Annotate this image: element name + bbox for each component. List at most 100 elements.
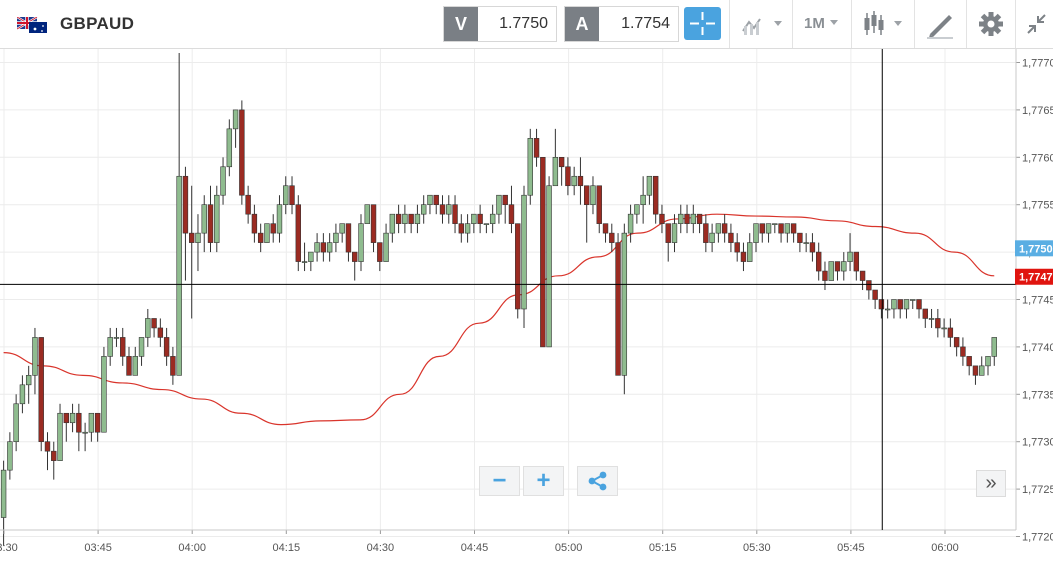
crosshair-toggle-button[interactable] [684,7,721,40]
x-tick-label: 05:00 [555,542,583,554]
bull-candle [101,346,107,433]
zoom-out-button[interactable]: − [479,466,520,496]
x-tick-label: 04:45 [461,542,489,554]
candle-body [25,375,32,386]
candle-body [809,242,816,253]
ask-quote-box[interactable]: A 1.7754 [564,6,679,42]
bear-candle [377,242,383,272]
candle-body [947,327,954,338]
bull-candle [634,204,640,224]
bull-candle [985,356,991,376]
bid-letter: V [444,7,478,41]
candle-body [132,356,138,376]
candle-body [734,242,740,253]
candle-body [257,232,264,243]
bear-candle [151,318,157,338]
candle-body [815,251,822,272]
settings-button[interactable] [967,0,1015,48]
candle-body [63,412,70,424]
y-tick-label: 1,7720 [1022,532,1053,544]
x-tick-label: 03:45 [84,542,112,554]
bear-candle [44,432,51,471]
chart-grid [0,49,1016,537]
candle-body [433,194,439,206]
candle-body [922,308,928,319]
share-button[interactable] [577,466,618,496]
candle-body [916,299,922,310]
collapse-button[interactable] [1016,0,1053,48]
cursor-price-tag-label: 1,7747 [1019,272,1053,284]
bull-candle [464,214,471,243]
candle-body [138,337,145,357]
bull-candle [571,166,577,196]
zoom-in-button[interactable]: + [523,466,564,496]
candle-body [452,204,458,224]
indicators-button[interactable] [730,0,792,48]
bid-value: 1.7750 [499,15,548,32]
bear-candle [790,223,797,243]
bear-candle [684,204,690,234]
y-tick-label: 1,7765 [1022,105,1053,117]
bull-candle [220,157,226,205]
price-chart[interactable]: 1,7720 1,7725 1,7730 1,7735 1,7740 1,7745 1,77… [0,49,1053,561]
candle-body [383,232,389,262]
candle-body [395,213,402,224]
scroll-to-latest-button[interactable]: » [976,470,1006,497]
candle-body [339,223,345,234]
x-tick-label: 06:00 [931,542,959,554]
candle-body [176,175,182,376]
bid-quote-box[interactable]: V 1.7750 [443,6,557,42]
candle-body [57,412,63,461]
drawing-tools-button[interactable] [915,0,966,48]
candle-body [82,431,88,434]
bull-candle [176,53,182,376]
bull-candle [301,242,308,272]
timeframe-dropdown[interactable] [793,0,851,48]
candle-body [195,232,201,243]
bear-candle [251,204,258,243]
candle-body [170,356,176,376]
candle-body [113,337,120,339]
bear-candle [189,185,195,319]
candle-body [220,166,226,196]
toolbar-separator [729,0,730,48]
candle-body [966,356,972,367]
bear-candle [540,157,546,348]
bull-candle [358,214,364,272]
candle-body [276,204,283,234]
bear-candle [320,233,327,262]
candle-body [602,223,609,234]
candle-body [627,213,634,234]
bull-candle [646,175,653,205]
candle-body [44,441,51,452]
chart-type-button[interactable] [852,0,914,48]
candle-body [935,318,941,329]
bull-candle [414,204,421,234]
candle-body [477,213,483,224]
candle-body [640,194,646,206]
bull-candle [82,422,88,452]
bull-candle [420,195,427,224]
bull-candle [107,327,113,366]
candle-body [251,213,258,234]
candle-body [163,337,170,357]
candle-body [646,175,653,196]
candle-body [314,242,320,253]
bear-candle [822,261,828,291]
bull-candle [483,223,490,234]
candle-body [797,232,803,243]
candle-body [884,308,891,311]
bull-candle [621,223,628,395]
candle-body [370,204,377,243]
bear-candle [565,157,571,196]
crosshair-layer [0,49,1016,530]
bull-candle [527,128,533,205]
bear-candle [659,204,665,234]
bear-candle [458,214,465,243]
candle-body [377,242,383,262]
candle-body [665,223,671,243]
candle-body [546,185,552,348]
bull-candle [496,194,502,224]
candle-body [295,204,301,262]
bid-price-tag-bg [1015,240,1053,257]
